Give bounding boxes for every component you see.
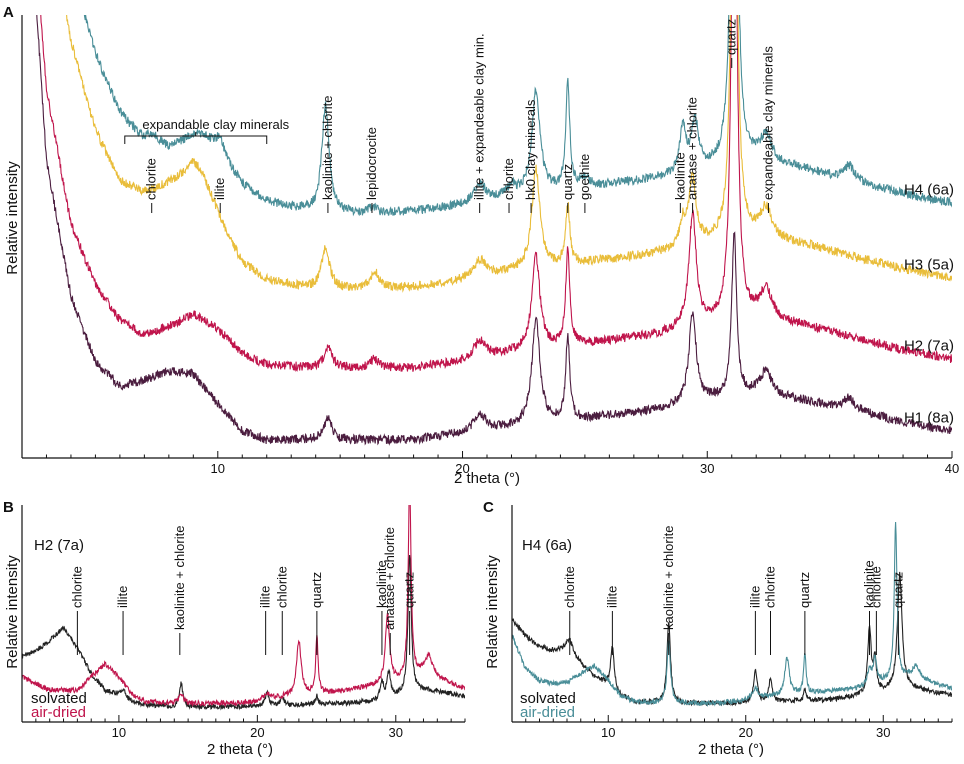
annotation-label: chlorite [868, 566, 883, 608]
panel-c-series-group [512, 521, 952, 708]
series-line-h1-8a [36, 15, 952, 446]
panel-c-letter: C [483, 499, 494, 516]
annotation-label: chlorite [69, 566, 84, 608]
series-name-label: H3 (5a) [904, 257, 954, 274]
x-tick-label: 20 [455, 461, 469, 476]
x-tick-label: 30 [876, 725, 890, 740]
panel-c-legend-air-dried: air-dried [520, 704, 575, 721]
panel-a-annotations: expandable clay minerals chlorite illite ka… [124, 19, 775, 213]
annotation-label: illite [604, 586, 619, 608]
annotation-label: chlorite [501, 158, 516, 200]
series-line-h2-7a [40, 15, 952, 373]
x-tick-label: 10 [601, 725, 615, 740]
annotation-label: quartz [724, 19, 739, 55]
annotation-label: chlorite [274, 566, 289, 608]
annotation-label: illite [258, 586, 273, 608]
x-tick-label: 20 [739, 725, 753, 740]
x-tick-label: 30 [700, 461, 714, 476]
annotation-label: illite [115, 586, 130, 608]
panel-a-series-labels: H4 (6a) H3 (5a) H2 (7a) H1 (8a) [904, 181, 954, 426]
x-tick-label: 20 [250, 725, 264, 740]
panel-c-axes: 10 20 30 [511, 505, 953, 740]
series-name-label: H4 (6a) [904, 181, 954, 198]
series-name-label: H2 (7a) [904, 338, 954, 355]
annotation-label: quartz [560, 164, 575, 200]
series-line-air-dried [512, 521, 952, 708]
panel-c-y-axis-label: Relative intensity [484, 555, 501, 669]
panel-b-axes: 10 20 30 [21, 505, 466, 740]
panel-b-legend-air-dried: air-dried [31, 704, 86, 721]
panel-b-annotations: chlorite illite kaolinite + chlorite illite… [69, 526, 417, 655]
annotation-label: kaolinite [374, 560, 389, 608]
panel-c-annotations: chlorite illite kaolinite + chlorite illite… [562, 526, 905, 655]
panel-b-x-axis-label: 2 theta (°) [207, 741, 273, 758]
panel-c-x-axis-label: 2 theta (°) [698, 741, 764, 758]
annotation-label: quartz [402, 572, 417, 608]
panel-b-legend-solvated: solvated [31, 690, 87, 707]
annotation-label: anatase + chlorite [685, 97, 700, 200]
x-tick-label: 10 [112, 725, 126, 740]
bracket-line [124, 132, 268, 144]
annotation-label: quartz [797, 572, 812, 608]
panel-c-title: H4 (6a) [522, 537, 572, 554]
annotation-label: quartz [890, 572, 905, 608]
annotation-label: chlorite [763, 566, 778, 608]
panel-a-letter: A [3, 4, 14, 21]
panel-b-letter: B [3, 499, 14, 516]
series-line-air-dried [22, 505, 465, 708]
panel-c-legend-solvated: solvated [520, 690, 576, 707]
annotation-label: illite [747, 586, 762, 608]
series-line-h3-5a [66, 15, 952, 293]
panel-c: C Relative intensity 2 theta (°) H4 (6a)… [483, 499, 953, 758]
panel-b-title: H2 (7a) [34, 537, 84, 554]
annotation-label: kaolinite + chlorite [172, 526, 187, 630]
x-tick-label: 30 [389, 725, 403, 740]
annotation-label: kaolinite + chlorite [320, 96, 335, 200]
panel-a: A Relative intensity 2 theta (°) expanda… [3, 4, 959, 487]
panel-a-x-axis-label: 2 theta (°) [454, 470, 520, 487]
annotation-label: goethite [577, 154, 592, 200]
annotation-label: kaolinite [672, 152, 687, 200]
annotation-label: kaolinite [862, 560, 877, 608]
series-line-solvated [512, 571, 952, 707]
panel-a-axes: 10 20 30 40 [21, 15, 959, 476]
annotation-label: lepidocrocite [364, 127, 379, 200]
series-name-label: H1 (8a) [904, 410, 954, 427]
panel-b-y-axis-label: Relative intensity [4, 555, 21, 669]
x-tick-label: 40 [945, 461, 959, 476]
annotation-label: chlorite [144, 158, 159, 200]
panel-a-series-group [36, 15, 952, 446]
annotation-label: quartz [309, 572, 324, 608]
panel-b: B Relative intensity 2 theta (°) H2 (7a)… [3, 499, 466, 758]
x-tick-label: 10 [211, 461, 225, 476]
series-line-solvated [22, 554, 465, 711]
annotation-label: anatase + chlorite [382, 527, 397, 630]
series-line-h4-6a [83, 15, 952, 217]
annotation-label: expandable clay minerals [142, 117, 289, 132]
annotation-label: kaolinite + chlorite [661, 526, 676, 630]
annotation-label: hk0 clay minerals [523, 99, 538, 200]
annotation-label: chlorite [562, 566, 577, 608]
annotation-label: illite [212, 178, 227, 200]
annotation-label: expandeable clay minerals [760, 46, 775, 200]
annotation-label: illite + expandeable clay min. [472, 33, 487, 200]
panel-b-series-group [22, 505, 465, 711]
panel-a-y-axis-label: Relative intensity [4, 161, 21, 275]
